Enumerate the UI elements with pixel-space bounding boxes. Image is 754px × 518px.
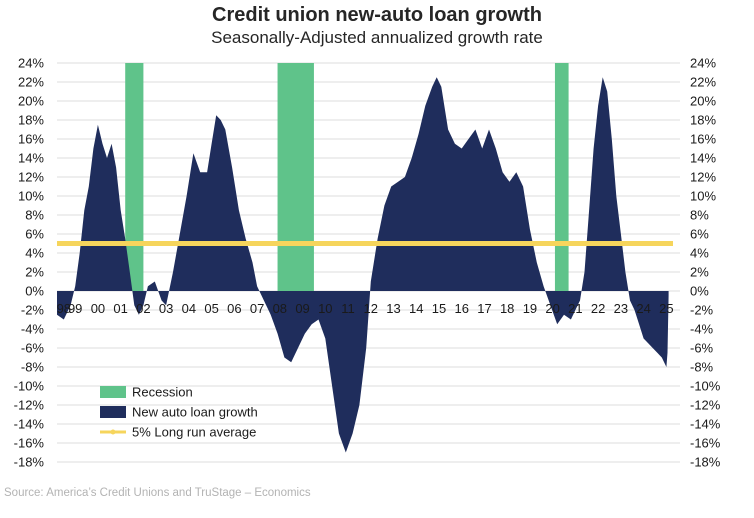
x-tick-label: 03 bbox=[159, 301, 173, 316]
x-tick-label: 13 bbox=[386, 301, 400, 316]
y-tick-label-right: 6% bbox=[690, 227, 709, 242]
y-tick-label-right: -12% bbox=[690, 398, 721, 413]
y-tick-label-left: 8% bbox=[25, 208, 44, 223]
growth-area-series bbox=[57, 77, 669, 453]
y-tick-label-right: 10% bbox=[690, 189, 716, 204]
y-tick-label-left: 24% bbox=[18, 56, 44, 71]
y-tick-label-left: 14% bbox=[18, 151, 44, 166]
growth-area bbox=[57, 77, 669, 453]
recession-band bbox=[554, 63, 569, 291]
y-tick-label-left: 4% bbox=[25, 246, 44, 261]
y-tick-label-left: 2% bbox=[25, 265, 44, 280]
left-y-axis-labels: -18% -16% -14% -12% -10% -8% -6% -4% -2% 0% 2% 4% 6%… bbox=[14, 56, 45, 470]
x-tick-label: 98 bbox=[57, 301, 71, 316]
x-tick-label: 11 bbox=[341, 301, 355, 316]
y-tick-label-left: -16% bbox=[14, 436, 45, 451]
y-tick-label-left: -2% bbox=[21, 303, 45, 318]
legend-label: 5% Long run average bbox=[132, 425, 256, 440]
y-tick-label-right: 22% bbox=[690, 75, 716, 90]
x-tick-label: 17 bbox=[477, 301, 491, 316]
x-tick-label: 12 bbox=[364, 301, 378, 316]
x-tick-label: 10 bbox=[318, 301, 332, 316]
y-tick-label-right: 24% bbox=[690, 56, 716, 71]
legend: Recession New auto loan growth 5% Long run… bbox=[100, 385, 258, 440]
chart-title: Credit union new-auto loan growth bbox=[212, 4, 542, 26]
x-tick-label: 24 bbox=[636, 301, 650, 316]
y-tick-label-right: 16% bbox=[690, 132, 716, 147]
y-tick-label-right: 12% bbox=[690, 170, 716, 185]
y-tick-label-left: -8% bbox=[21, 360, 45, 375]
x-tick-label: 18 bbox=[500, 301, 514, 316]
y-tick-label-right: 2% bbox=[690, 265, 709, 280]
y-tick-label-left: -6% bbox=[21, 341, 45, 356]
y-tick-label-right: -4% bbox=[690, 322, 714, 337]
y-tick-label-left: 10% bbox=[18, 189, 44, 204]
x-tick-label: 01 bbox=[113, 301, 127, 316]
legend-marker-average bbox=[110, 429, 116, 435]
y-tick-label-right: -2% bbox=[690, 303, 714, 318]
y-tick-label-left: -4% bbox=[21, 322, 45, 337]
x-tick-label: 20 bbox=[545, 301, 559, 316]
x-tick-label: 09 bbox=[295, 301, 309, 316]
legend-label: Recession bbox=[132, 385, 193, 400]
y-tick-label-left: 20% bbox=[18, 94, 44, 109]
x-tick-label: 25 bbox=[659, 301, 673, 316]
x-tick-label: 21 bbox=[568, 301, 582, 316]
y-tick-label-left: 18% bbox=[18, 113, 44, 128]
y-tick-label-left: 16% bbox=[18, 132, 44, 147]
legend-swatch-recession bbox=[100, 386, 126, 398]
x-tick-label: 99 bbox=[68, 301, 82, 316]
legend-label: New auto loan growth bbox=[132, 405, 258, 420]
y-tick-label-left: -18% bbox=[14, 455, 45, 470]
x-tick-label: 00 bbox=[91, 301, 105, 316]
x-tick-label: 19 bbox=[523, 301, 537, 316]
y-tick-label-right: -10% bbox=[690, 379, 721, 394]
y-tick-label-right: 20% bbox=[690, 94, 716, 109]
y-tick-label-left: 22% bbox=[18, 75, 44, 90]
y-tick-label-right: -6% bbox=[690, 341, 714, 356]
x-tick-label: 05 bbox=[204, 301, 218, 316]
x-tick-label: 22 bbox=[591, 301, 605, 316]
legend-swatch-growth bbox=[100, 406, 126, 418]
x-tick-label: 07 bbox=[250, 301, 264, 316]
y-tick-label-right: -16% bbox=[690, 436, 721, 451]
x-tick-label: 15 bbox=[432, 301, 446, 316]
recession-bands bbox=[125, 63, 569, 291]
y-tick-label-left: 6% bbox=[25, 227, 44, 242]
x-tick-label: 23 bbox=[614, 301, 628, 316]
y-tick-label-right: -14% bbox=[690, 417, 721, 432]
y-tick-label-left: -10% bbox=[14, 379, 45, 394]
y-tick-label-right: 8% bbox=[690, 208, 709, 223]
y-tick-label-left: -12% bbox=[14, 398, 45, 413]
recession-band bbox=[125, 63, 144, 291]
y-tick-label-right: -8% bbox=[690, 360, 714, 375]
y-tick-label-left: -14% bbox=[14, 417, 45, 432]
y-tick-label-right: 0% bbox=[690, 284, 709, 299]
x-tick-label: 16 bbox=[454, 301, 468, 316]
recession-band bbox=[277, 63, 314, 291]
y-tick-label-right: 4% bbox=[690, 246, 709, 261]
right-y-axis-labels: -18% -16% -14% -12% -10% -8% -6% -4% -2% 0% 2% 4% 6%… bbox=[690, 56, 721, 470]
x-tick-label: 14 bbox=[409, 301, 423, 316]
y-tick-label-right: 14% bbox=[690, 151, 716, 166]
x-tick-label: 04 bbox=[182, 301, 196, 316]
x-tick-label: 02 bbox=[136, 301, 150, 316]
source-note: Source: America’s Credit Unions and TruS… bbox=[4, 487, 311, 499]
y-tick-label-left: 12% bbox=[18, 170, 44, 185]
y-tick-label-right: 18% bbox=[690, 113, 716, 128]
x-tick-label: 08 bbox=[273, 301, 287, 316]
y-tick-label-right: -18% bbox=[690, 455, 721, 470]
y-tick-label-left: 0% bbox=[25, 284, 44, 299]
chart-subtitle: Seasonally-Adjusted annualized growth ra… bbox=[211, 28, 543, 47]
x-tick-label: 06 bbox=[227, 301, 241, 316]
